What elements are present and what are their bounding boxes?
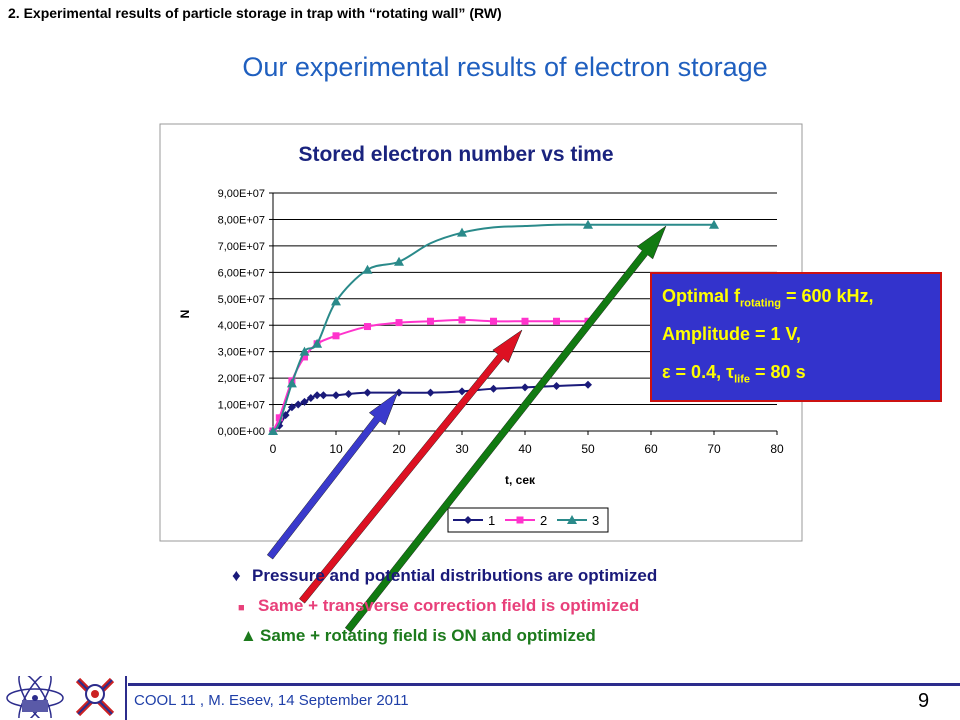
section-title: 2. Experimental results of particle stor… (8, 5, 502, 21)
data-point-1 (489, 384, 498, 393)
x-tick-label: 70 (707, 442, 721, 456)
slide-title: Our experimental results of electron sto… (242, 52, 768, 82)
description-series-2: ■ Same + transverse correction field is o… (238, 596, 640, 615)
y-tick-label: 9,00E+07 (218, 188, 265, 200)
data-point-2 (301, 353, 308, 361)
diamond-icon: ♦ (232, 566, 241, 585)
data-point-3 (286, 378, 297, 388)
y-tick-label: 6,00E+07 (218, 267, 265, 279)
data-point-1 (458, 387, 466, 396)
square-icon: ■ (238, 602, 245, 614)
x-tick-label: 20 (392, 442, 406, 456)
legend-marker-3 (567, 515, 577, 524)
legend-label-3: 3 (592, 513, 599, 528)
data-point-3 (331, 296, 341, 306)
data-point-1 (426, 388, 435, 397)
annotation-arrows (266, 225, 667, 633)
y-tick-label: 1,00E+07 (218, 400, 265, 412)
x-tick-label: 10 (329, 442, 343, 456)
legend-marker-2 (516, 516, 524, 524)
footer-citation: COOL 11 , M. Eseev, 14 September 2011 (134, 692, 409, 709)
y-tick-label: 3,00E+07 (218, 347, 265, 359)
page-number: 9 (918, 690, 930, 712)
arrow-series-2 (298, 329, 523, 604)
data-point-1 (313, 391, 322, 400)
y-tick-label: 2,00E+07 (218, 373, 265, 385)
arrow-series-1 (266, 391, 399, 560)
data-point-2 (275, 414, 283, 422)
data-point-1 (584, 380, 592, 389)
data-point-3 (394, 256, 404, 266)
data-point-2 (395, 319, 403, 327)
data-point-1 (306, 393, 315, 402)
chart-title: Stored electron number vs time (298, 143, 613, 166)
x-tick-label: 80 (770, 442, 784, 456)
data-point-3 (268, 426, 278, 435)
x-tick-label: 0 (270, 442, 277, 456)
y-tick-label: 0,00E+00 (218, 426, 265, 438)
x-tick-label: 50 (581, 442, 595, 456)
data-point-1 (332, 391, 340, 400)
footer-separator (125, 676, 127, 720)
tick-labels: 0,00E+00 1,00E+07 2,00E+07 3,00E+07 4,00E+07… (218, 188, 784, 456)
axes (269, 192, 778, 435)
param-frequency: Optimal frotating = 600 kHz, (662, 286, 874, 310)
data-point-3 (362, 264, 373, 274)
data-point-3 (312, 338, 323, 348)
chart-legend: 1 2 3 (447, 507, 609, 533)
param-amplitude: Amplitude = 1 V, (662, 324, 801, 344)
data-point-2 (427, 317, 434, 325)
legend-label-1: 1 (488, 513, 495, 528)
data-point-1 (319, 391, 328, 400)
footer-divider (128, 683, 960, 686)
x-tick-label: 60 (644, 442, 658, 456)
x-tick-label: 30 (455, 442, 469, 456)
y-tick-label: 4,00E+07 (218, 320, 265, 332)
data-point-2 (332, 332, 340, 340)
series-3 (268, 219, 719, 435)
description-series-3: ▲ Same + rotating field is ON and optimiz… (240, 626, 596, 645)
data-point-1 (294, 400, 303, 409)
y-tick-label: 5,00E+07 (218, 294, 265, 306)
legend-label-2: 2 (540, 513, 547, 528)
data-point-2 (521, 317, 529, 325)
legend-marker-1 (464, 516, 472, 524)
param-lifetime: ε = 0.4, τlife = 80 s (662, 362, 806, 386)
x-tick-label: 40 (518, 442, 532, 456)
data-point-1 (363, 388, 372, 397)
data-point-1 (287, 403, 296, 412)
x-axis-label: t, сек (505, 473, 536, 487)
data-point-3 (299, 346, 310, 356)
data-point-3 (709, 219, 719, 229)
series-layer (268, 219, 719, 435)
y-axis-label: N (178, 310, 192, 319)
parameters-box: Optimal frotating = 600 kHz, Amplitude =… (650, 272, 942, 402)
data-point-2 (458, 316, 466, 324)
data-point-2 (364, 323, 371, 331)
data-point-1 (552, 382, 561, 391)
y-tick-label: 7,00E+07 (218, 241, 265, 253)
data-point-2 (490, 317, 497, 325)
data-point-3 (583, 219, 593, 229)
data-point-1 (300, 397, 309, 406)
data-point-3 (457, 227, 467, 237)
institute-logo (6, 676, 64, 718)
triangle-icon: ▲ (240, 626, 257, 645)
university-emblem (75, 677, 115, 717)
arrow-series-3 (344, 225, 667, 633)
data-point-2 (553, 317, 560, 325)
description-series-1: ♦ Pressure and potential distributions ar… (232, 566, 658, 585)
data-point-1 (521, 383, 529, 392)
data-point-1 (344, 389, 353, 398)
y-tick-label: 8,00E+07 (218, 214, 265, 226)
